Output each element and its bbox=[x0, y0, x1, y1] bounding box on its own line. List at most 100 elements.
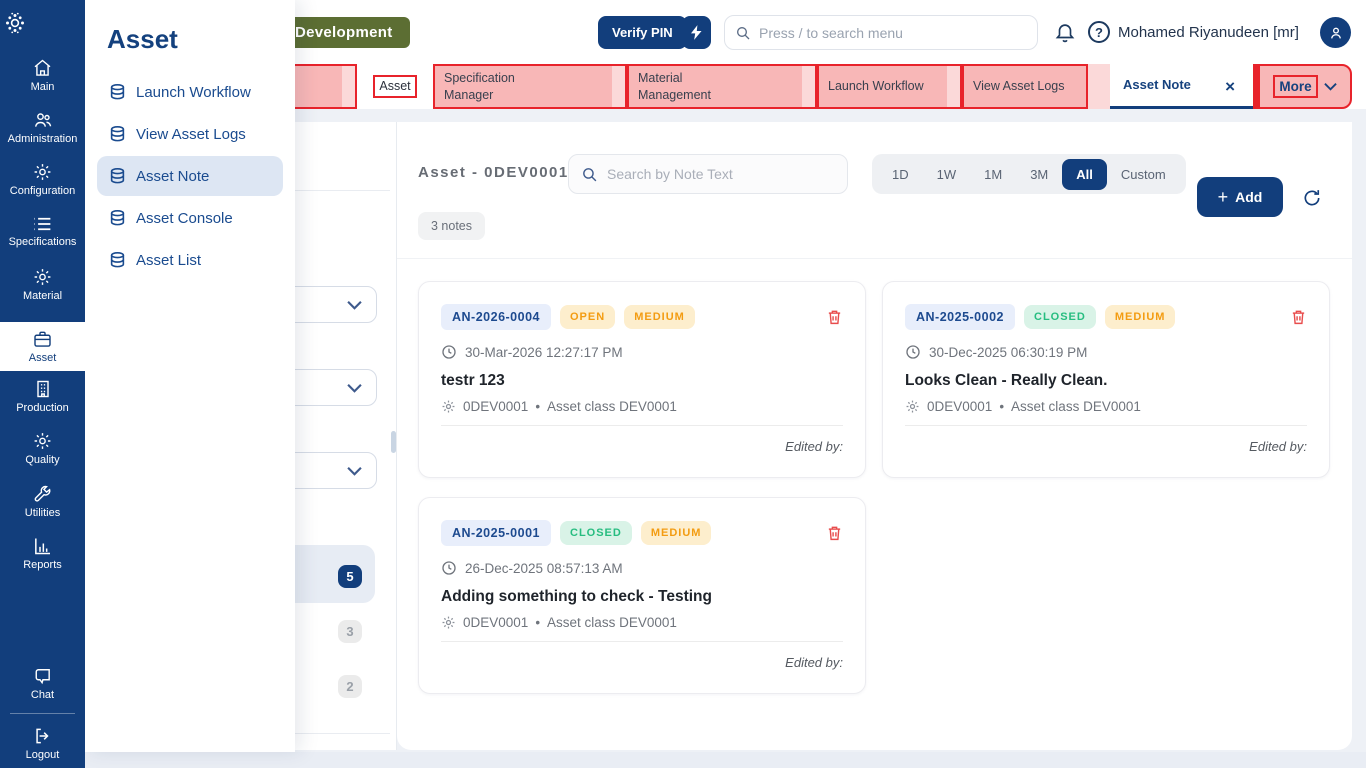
asset-code: 0DEV0001 bbox=[463, 399, 529, 414]
sidebar-item-logout[interactable]: Logout bbox=[0, 726, 85, 761]
note-card: AN-2026-0004 OPEN MEDIUM 30-Mar-2026 12:… bbox=[418, 281, 866, 478]
chevron-down-icon bbox=[347, 300, 362, 310]
tab-asset-note-active[interactable]: Asset Note × bbox=[1110, 64, 1253, 109]
note-id-badge: AN-2026-0004 bbox=[441, 304, 551, 330]
user-avatar[interactable] bbox=[1320, 17, 1351, 48]
asset-code: 0DEV0001 bbox=[927, 399, 993, 414]
asset-flyout-menu: Asset Launch Workflow View Asset Logs As… bbox=[85, 0, 295, 752]
asset-notes-panel: Asset - 0DEV0001 1D 1W 1M 3M All Custom … bbox=[397, 122, 1352, 750]
edited-by-label: Edited by: bbox=[1249, 439, 1307, 454]
filter-1m[interactable]: 1M bbox=[984, 166, 1003, 182]
add-note-button[interactable]: + Add bbox=[1197, 177, 1283, 217]
note-timestamp: 26-Dec-2025 08:57:13 AM bbox=[465, 560, 623, 576]
note-count-badge: 2 bbox=[338, 675, 362, 698]
flyout-item-launch-workflow[interactable]: Launch Workflow bbox=[97, 72, 283, 112]
notes-panel-title: Asset - 0DEV0001 bbox=[418, 164, 569, 181]
tab-specification-manager[interactable]: Specification Manager bbox=[433, 64, 627, 109]
filter-all[interactable]: All bbox=[1062, 158, 1107, 190]
note-title: testr 123 bbox=[441, 372, 505, 389]
note-title: Looks Clean - Really Clean. bbox=[905, 372, 1108, 389]
card-divider bbox=[905, 425, 1307, 426]
help-icon[interactable]: ? bbox=[1088, 21, 1110, 43]
tab-view-asset-logs[interactable]: View Asset Logs bbox=[962, 64, 1088, 109]
status-badge: CLOSED bbox=[1024, 305, 1096, 329]
note-id-badge: AN-2025-0002 bbox=[905, 304, 1015, 330]
delete-note-icon[interactable] bbox=[1290, 308, 1307, 326]
bullet-separator: • bbox=[535, 615, 541, 630]
note-title: Adding something to check - Testing bbox=[441, 588, 712, 605]
delete-note-icon[interactable] bbox=[826, 524, 843, 542]
verify-pin-button[interactable]: Verify PIN bbox=[598, 16, 687, 49]
plus-icon: + bbox=[1217, 186, 1229, 207]
sidebar-item-configuration[interactable]: Configuration bbox=[0, 162, 85, 197]
gear-icon bbox=[905, 399, 920, 414]
sidebar-item-administration[interactable]: Administration bbox=[0, 110, 85, 145]
priority-badge: MEDIUM bbox=[624, 305, 695, 329]
clock-icon bbox=[441, 344, 457, 360]
note-count-badge: 3 bbox=[338, 620, 362, 643]
note-card: AN-2025-0001 CLOSED MEDIUM 26-Dec-2025 0… bbox=[418, 497, 866, 694]
database-icon bbox=[110, 84, 125, 100]
status-badge: OPEN bbox=[560, 305, 616, 329]
top-bar: Development Verify PIN ? Mohamed Riyanud… bbox=[85, 0, 1366, 64]
tab-material-management[interactable]: Material Management bbox=[627, 64, 817, 109]
sidebar-item-utilities[interactable]: Utilities bbox=[0, 484, 85, 519]
flyout-item-asset-list[interactable]: Asset List bbox=[97, 240, 283, 280]
quick-actions-button[interactable] bbox=[682, 16, 711, 49]
sidebar-item-quality[interactable]: Quality bbox=[0, 431, 85, 466]
gear-icon bbox=[441, 399, 456, 414]
sidebar-item-reports[interactable]: Reports bbox=[0, 536, 85, 571]
card-divider bbox=[441, 641, 843, 642]
tab-launch-workflow[interactable]: Launch Workflow bbox=[817, 64, 962, 109]
refresh-icon[interactable] bbox=[1302, 188, 1322, 208]
database-icon bbox=[110, 168, 125, 184]
asset-class: Asset class DEV0001 bbox=[547, 399, 677, 414]
flyout-item-asset-note[interactable]: Asset Note bbox=[97, 156, 283, 196]
menu-search-box[interactable] bbox=[724, 15, 1038, 50]
note-search-input[interactable] bbox=[607, 166, 835, 182]
sidebar-item-material[interactable]: Material bbox=[0, 267, 85, 302]
edited-by-label: Edited by: bbox=[785, 439, 843, 454]
delete-note-icon[interactable] bbox=[826, 308, 843, 326]
asset-code: 0DEV0001 bbox=[463, 615, 529, 630]
chevron-down-icon bbox=[1323, 82, 1337, 91]
filter-1d[interactable]: 1D bbox=[892, 166, 909, 182]
notifications-bell-icon[interactable] bbox=[1054, 21, 1076, 43]
note-id-badge: AN-2025-0001 bbox=[441, 520, 551, 546]
edited-by-label: Edited by: bbox=[785, 655, 843, 670]
open-tabs-bar: Asset Specification Manager Material Man… bbox=[85, 64, 1366, 109]
sidebar-item-chat[interactable]: Chat bbox=[0, 666, 85, 701]
note-search-box[interactable] bbox=[568, 154, 848, 194]
date-filter-group: 1D 1W 1M 3M All Custom bbox=[872, 154, 1186, 194]
bullet-separator: • bbox=[535, 399, 541, 414]
asset-class: Asset class DEV0001 bbox=[547, 615, 677, 630]
flyout-item-view-asset-logs[interactable]: View Asset Logs bbox=[97, 114, 283, 154]
tab-asset[interactable]: Asset bbox=[357, 64, 433, 109]
filter-3m[interactable]: 3M bbox=[1030, 166, 1049, 182]
filter-custom[interactable]: Custom bbox=[1120, 166, 1166, 182]
sidebar-divider bbox=[10, 713, 75, 714]
clock-icon bbox=[441, 560, 457, 576]
user-name: Mohamed Riyanudeen [mr] bbox=[1118, 23, 1299, 41]
database-icon bbox=[110, 210, 125, 226]
search-icon bbox=[735, 25, 751, 41]
sidebar-item-main[interactable]: Main bbox=[0, 58, 85, 93]
vertical-scrollbar-thumb[interactable] bbox=[391, 431, 396, 453]
chevron-down-icon bbox=[347, 466, 362, 476]
sidebar-item-specifications[interactable]: Specifications bbox=[0, 215, 85, 248]
menu-search-input[interactable] bbox=[759, 24, 1027, 41]
search-icon bbox=[581, 166, 598, 183]
flyout-item-asset-console[interactable]: Asset Console bbox=[97, 198, 283, 238]
note-timestamp: 30-Dec-2025 06:30:19 PM bbox=[929, 344, 1088, 360]
database-icon bbox=[110, 252, 125, 268]
sidebar-item-asset[interactable]: Asset bbox=[0, 322, 85, 371]
priority-badge: MEDIUM bbox=[640, 521, 712, 545]
sidebar-item-production[interactable]: Production bbox=[0, 379, 85, 414]
close-tab-icon[interactable]: × bbox=[1225, 77, 1235, 96]
filter-1w[interactable]: 1W bbox=[936, 166, 957, 182]
note-timestamp: 30-Mar-2026 12:27:17 PM bbox=[465, 344, 623, 360]
app-logo-icon[interactable] bbox=[0, 8, 85, 38]
notes-count-badge: 3 notes bbox=[418, 212, 486, 240]
header-divider bbox=[397, 258, 1352, 259]
more-tabs-button[interactable]: More bbox=[1258, 64, 1352, 109]
